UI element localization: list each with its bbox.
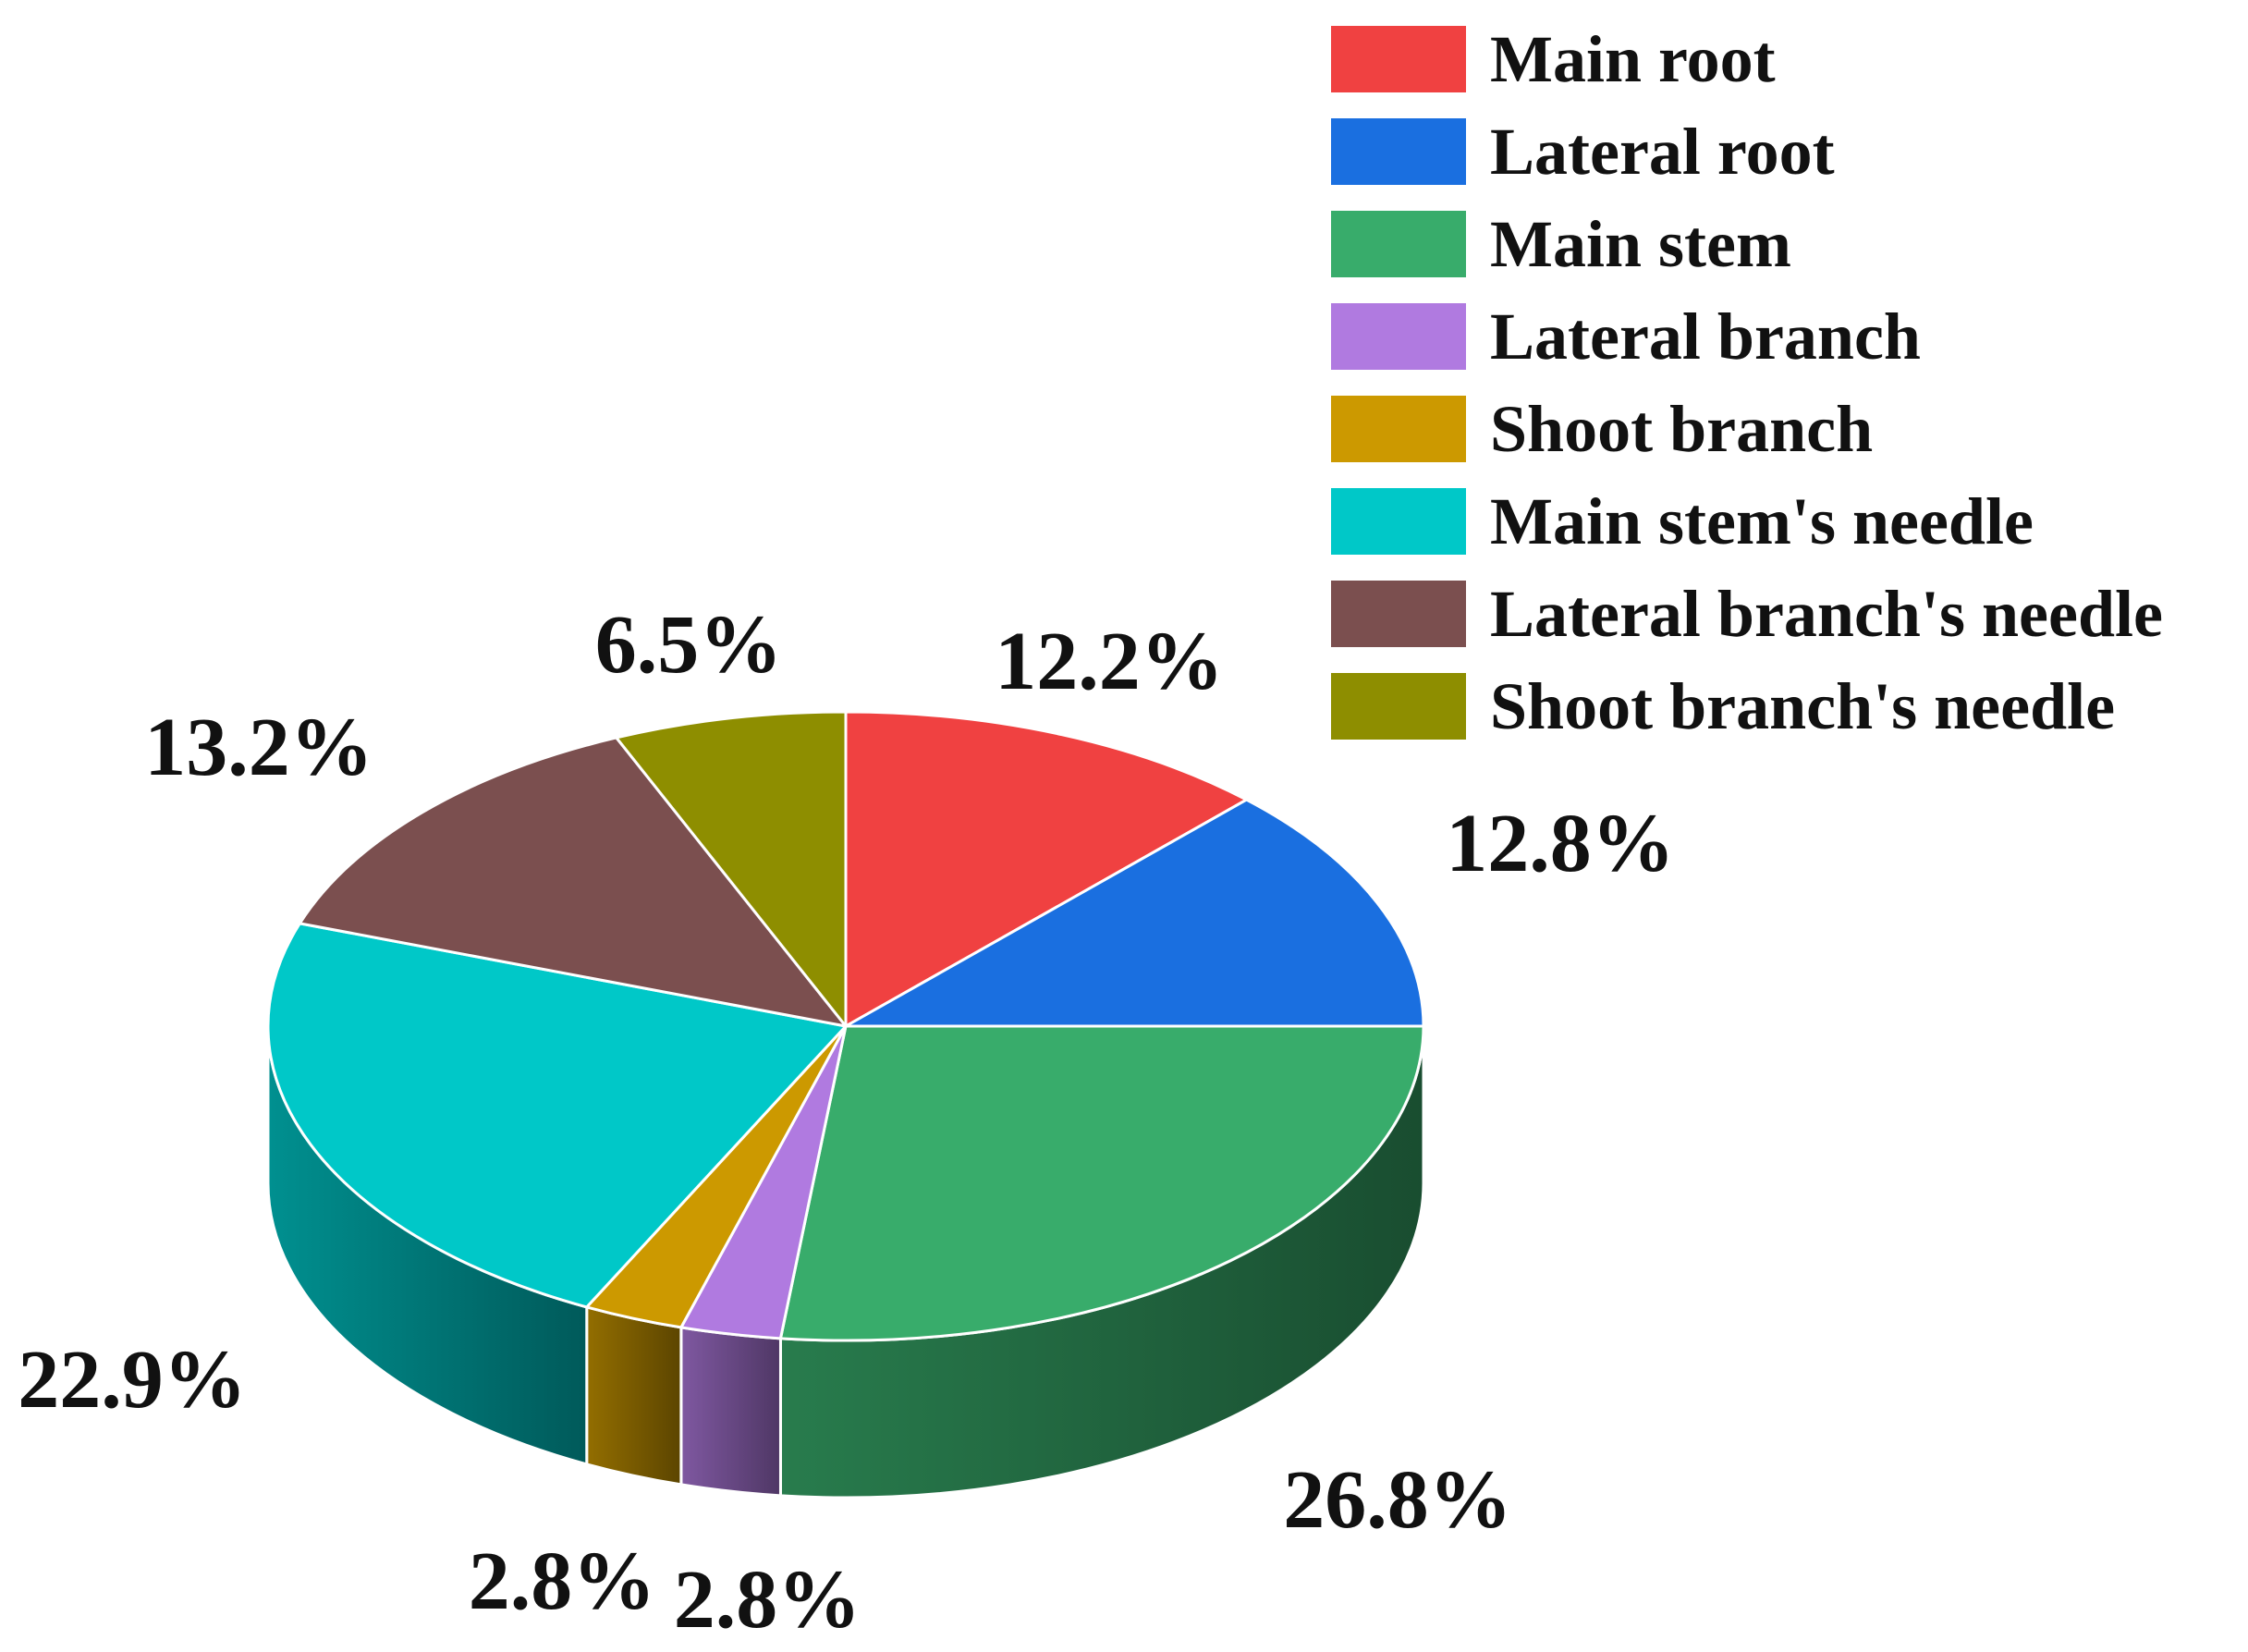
legend-item-main-stem-needle: Main stem's needle (1331, 475, 2163, 568)
legend-item-lateral-branch: Lateral branch (1331, 290, 2163, 383)
legend-item-lateral-root: Lateral root (1331, 105, 2163, 198)
pie-slice-0 (844, 710, 1249, 1028)
legend-label: Main root (1490, 21, 1776, 96)
pie-side-3 (679, 1326, 782, 1498)
legend-swatch (1331, 26, 1466, 92)
legend-item-main-stem: Main stem (1331, 198, 2163, 290)
legend-label: Lateral branch (1490, 299, 1921, 373)
legend-swatch (1331, 211, 1466, 277)
slice-label-5: 22.9% (18, 1334, 247, 1426)
pie-slice-2 (778, 1024, 1425, 1342)
legend-swatch (1331, 581, 1466, 647)
legend: Main root Lateral root Main stem Lateral… (1331, 13, 2163, 753)
slice-label-3: 2.8% (674, 1554, 861, 1646)
pie-slice-6 (298, 736, 848, 1028)
legend-label: Lateral root (1490, 114, 1835, 189)
pie-slice-7 (615, 710, 848, 1028)
slice-label-6: 13.2% (144, 702, 373, 793)
slice-label-7: 6.5% (595, 599, 783, 691)
legend-label: Main stem's needle (1490, 483, 2034, 558)
slice-label-4: 2.8% (469, 1536, 656, 1627)
legend-swatch (1331, 488, 1466, 555)
legend-label: Lateral branch's needle (1490, 576, 2163, 651)
slice-label-1: 12.8% (1446, 798, 1675, 889)
slice-label-0: 12.2% (995, 616, 1224, 707)
legend-item-shoot-branch-needle: Shoot branch's needle (1331, 660, 2163, 753)
legend-item-lateral-branch-needle: Lateral branch's needle (1331, 568, 2163, 660)
legend-label: Shoot branch's needle (1490, 668, 2116, 743)
legend-swatch (1331, 303, 1466, 370)
pie-slice-5 (266, 922, 848, 1309)
pie-side-4 (585, 1304, 683, 1487)
pie-slices (266, 710, 1425, 1342)
legend-label: Main stem (1490, 206, 1791, 281)
legend-item-shoot-branch: Shoot branch (1331, 383, 2163, 475)
pie-sides (266, 1025, 1425, 1499)
legend-swatch (1331, 118, 1466, 185)
legend-item-main-root: Main root (1331, 13, 2163, 105)
pie-labels: 12.2% 12.8% 26.8% 2.8%2.8% 22.9% 13.2% 6.5% (18, 599, 1675, 1646)
legend-swatch (1331, 396, 1466, 462)
legend-swatch (1331, 673, 1466, 740)
slice-label-2: 26.8% (1283, 1454, 1512, 1546)
pie-slice-1 (844, 798, 1425, 1028)
legend-label: Shoot branch (1490, 391, 1874, 466)
